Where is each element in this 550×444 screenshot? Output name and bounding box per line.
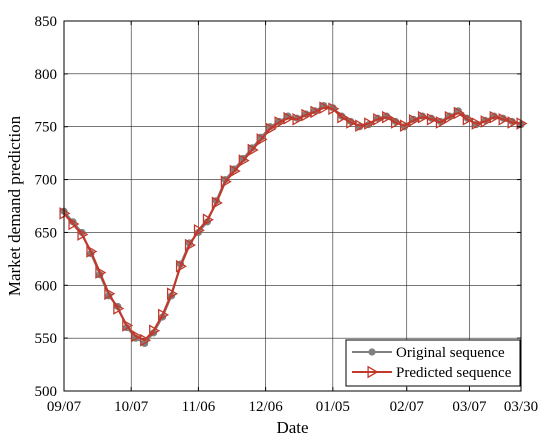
data-point [95,266,107,279]
y-tick-label: 500 [35,384,58,400]
data-point [283,111,295,125]
grid-lines [64,21,521,391]
y-axis-label: Market demand prediction [5,115,24,296]
y-tick-label: 750 [35,120,58,136]
data-point [382,110,394,124]
data-point [355,119,367,132]
data-point [301,108,313,122]
data-point [337,110,349,124]
data-point [158,308,170,322]
data-point [480,115,492,128]
data-point [211,196,223,210]
data-point [328,102,340,116]
data-point [175,259,188,273]
data-point [265,122,277,136]
plot-frame [63,20,522,392]
data-point [131,329,143,343]
data-point [274,116,286,129]
data-point [399,119,412,132]
x-tick-label: 12/06 [249,399,284,415]
data-point [507,116,519,129]
data-point [122,319,134,332]
data-point [113,302,125,315]
data-point [77,228,89,241]
data-point [498,112,510,126]
x-axis-label: Date [276,418,308,437]
data-point [184,238,196,252]
data-point [220,175,232,189]
data-point [444,110,456,124]
data-point [364,117,376,130]
data-point [426,112,438,126]
x-tick-label: 10/07 [114,399,149,415]
series-layer [59,101,528,348]
series-1 [59,101,528,347]
x-tick-label: 03/07 [452,399,487,415]
y-axis-ticks: 500 550 600 650 700 750 800 850 [35,14,521,400]
data-point [202,213,214,227]
y-tick-label: 850 [35,14,58,30]
legend-box [345,339,521,387]
data-point [86,245,98,258]
data-point [453,106,465,120]
y-tick-label: 650 [35,225,58,241]
x-tick-label: 11/06 [182,399,216,415]
data-point [516,117,528,130]
data-point [462,112,474,126]
legend-label-predicted: Predicted sequence [396,365,512,381]
data-point [408,114,420,127]
legend: Original sequence Predicted sequence [345,339,521,387]
data-point [59,207,71,220]
x-tick-label: 01/05 [316,399,350,415]
data-point [256,133,268,146]
x-tick-label: 02/07 [390,399,425,415]
data-point [238,154,250,167]
data-point [247,143,259,157]
data-point [193,223,205,237]
data-point [390,116,403,129]
data-point [346,116,358,129]
data-point [310,105,322,119]
y-tick-label: 700 [35,173,58,189]
data-point [140,333,152,347]
legend-marker-original [368,348,376,356]
legend-marker-predicted [367,365,379,379]
data-point [435,116,447,129]
data-point [471,117,483,130]
data-point [373,112,385,126]
x-axis-ticks: 09/07 10/07 11/06 12/06 01/05 02/07 03/07 03/30 [47,21,538,415]
data-point [417,110,429,124]
data-point [229,164,241,178]
y-tick-label: 800 [35,67,58,83]
data-point [319,101,331,115]
data-point [489,110,501,124]
data-point [292,112,304,126]
x-tick-label: 09/07 [47,399,82,415]
data-point [166,287,179,301]
y-tick-label: 600 [35,278,58,294]
x-tick-label: 03/30 [504,399,538,415]
data-point [149,324,161,338]
legend-label-original: Original sequence [396,345,505,361]
data-point [104,287,116,301]
y-tick-label: 550 [35,331,58,347]
data-point [68,217,80,231]
